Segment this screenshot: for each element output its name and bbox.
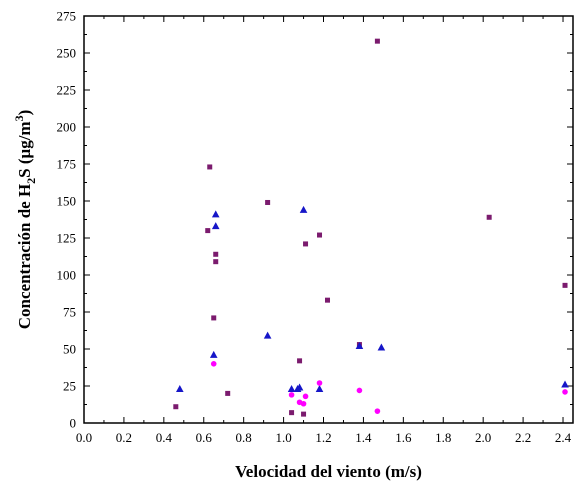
data-point-square xyxy=(173,404,179,410)
x-tick-label: 1.4 xyxy=(355,430,372,445)
data-point-square xyxy=(301,411,307,417)
x-tick-label: 2.0 xyxy=(475,430,491,445)
data-point-square xyxy=(207,164,213,170)
y-tick-label: 50 xyxy=(63,342,76,357)
y-tick-label: 150 xyxy=(57,194,77,209)
x-tick-label: 1.6 xyxy=(395,430,412,445)
data-point-square xyxy=(297,358,303,364)
y-tick-label: 25 xyxy=(63,379,76,394)
data-point-square xyxy=(265,199,271,205)
data-point-circle xyxy=(356,387,363,394)
y-axis-title-superscript: 3 xyxy=(12,115,26,121)
data-point-square xyxy=(486,214,492,220)
plot-area-frame xyxy=(83,15,574,424)
tick-marks xyxy=(83,15,573,424)
data-point-square xyxy=(317,232,323,238)
data-point-square xyxy=(374,38,380,44)
y-tick-label: 125 xyxy=(57,231,77,246)
data-point-circle xyxy=(562,389,568,395)
y-axis-title-subscript: 2 xyxy=(24,178,38,184)
data-point-triangle xyxy=(299,205,308,213)
data-point-square xyxy=(325,297,331,303)
data-point-circle xyxy=(374,408,381,414)
y-axis-title-middle: S (μg/m xyxy=(15,121,34,177)
series-square xyxy=(173,38,568,417)
y-tick-label: 0 xyxy=(70,416,77,431)
x-tick-label: 2.4 xyxy=(555,430,572,445)
data-point-triangle xyxy=(263,331,272,339)
data-point-square xyxy=(211,315,217,321)
y-tick-label: 100 xyxy=(57,268,77,283)
x-axis-title: Velocidad del viento (m/s) xyxy=(235,462,422,481)
data-point-triangle xyxy=(176,384,184,392)
x-tick-label: 1.0 xyxy=(275,430,291,445)
y-tick-label: 275 xyxy=(57,9,77,24)
series-circle xyxy=(210,361,568,414)
y-tick-label: 225 xyxy=(57,83,77,98)
data-point-circle xyxy=(302,393,309,400)
data-point-triangle xyxy=(287,384,296,392)
y-tick-label: 200 xyxy=(57,120,77,135)
data-point-circle xyxy=(316,380,323,386)
data-point-square xyxy=(289,410,295,416)
x-tick-label: 1.2 xyxy=(315,430,331,445)
x-tick-label: 0.2 xyxy=(116,430,132,445)
x-tick-label: 2.2 xyxy=(515,430,531,445)
data-point-circle xyxy=(210,361,217,367)
data-point-triangle xyxy=(377,343,386,351)
data-point-square xyxy=(205,228,211,234)
y-tick-labels: 0 25 50 75 100 125 150 175 200 225 250 275 xyxy=(57,9,77,431)
data-point-triangle xyxy=(211,210,220,218)
data-point-triangle xyxy=(315,384,324,392)
y-axis-title: Concentración de H2S (μg/m3) xyxy=(12,110,38,330)
x-tick-labels: 0.0 0.2 0.4 0.6 0.8 1.0 1.2 1.4 1.6 1.8 2.0 2.2 2.4 xyxy=(76,430,572,445)
y-tick-label: 250 xyxy=(57,46,77,61)
data-point-square xyxy=(213,259,219,265)
data-point-square xyxy=(225,390,231,396)
data-points xyxy=(173,38,569,417)
data-point-triangle xyxy=(295,383,304,391)
data-point-triangle xyxy=(211,222,220,230)
x-tick-label: 0.0 xyxy=(76,430,92,445)
data-point-triangle xyxy=(209,350,218,358)
y-tick-label: 75 xyxy=(63,305,76,320)
data-point-circle xyxy=(288,392,295,398)
data-point-square xyxy=(303,241,309,247)
x-tick-label: 0.6 xyxy=(196,430,213,445)
y-axis-title-main: Concentración de H xyxy=(15,184,34,329)
x-tick-label: 0.4 xyxy=(156,430,173,445)
y-tick-label: 175 xyxy=(57,157,77,172)
data-point-square xyxy=(213,251,219,257)
data-point-triangle xyxy=(561,380,569,388)
data-point-circle xyxy=(300,400,307,407)
data-point-triangle xyxy=(355,342,364,350)
x-tick-label: 0.8 xyxy=(236,430,252,445)
x-tick-label: 1.8 xyxy=(435,430,451,445)
series-triangle xyxy=(176,205,569,392)
data-point-square xyxy=(562,282,568,288)
y-axis-title-end: ) xyxy=(15,110,34,116)
